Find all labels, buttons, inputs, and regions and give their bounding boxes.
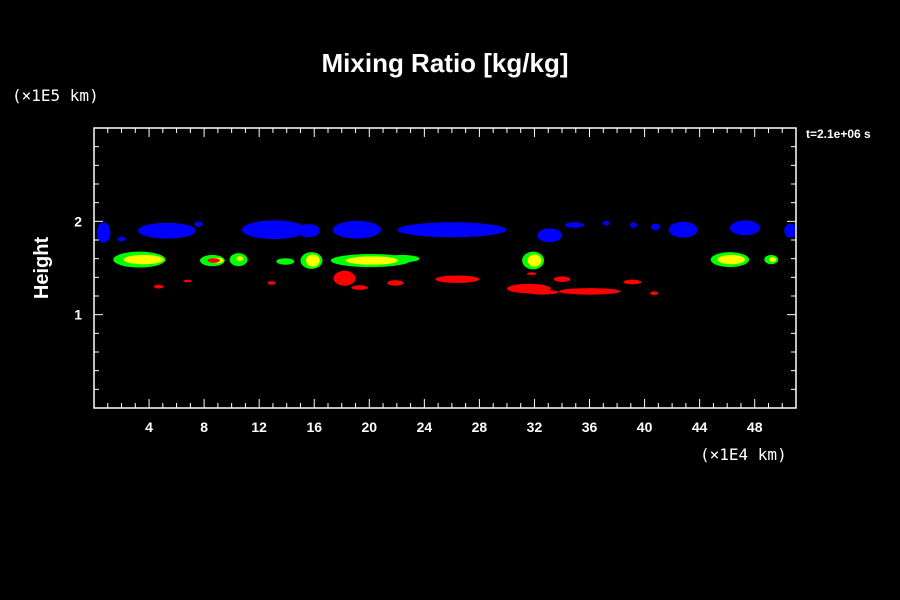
yellow-cloud-patch [305, 254, 320, 267]
x-axis-unit: (×1E4 km) [700, 445, 787, 464]
yellow-cloud-patch [123, 254, 164, 265]
green-cloud-patch [276, 258, 295, 265]
x-tick-label: 32 [527, 419, 543, 435]
blue-cloud-patch [297, 224, 320, 238]
blue-cloud-patch [668, 221, 698, 238]
y-axis-label: Height [31, 237, 53, 300]
blue-cloud-patch [630, 222, 638, 228]
blue-cloud-patch [784, 223, 796, 238]
blue-cloud-patch [138, 222, 196, 239]
yellow-cloud-patch [769, 257, 777, 262]
blue-cloud-patch [537, 228, 562, 243]
red-cloud-patch [153, 284, 164, 289]
blue-cloud-patch [96, 222, 111, 243]
x-tick-label: 8 [200, 419, 208, 435]
red-cloud-patch [207, 258, 220, 263]
red-cloud-patch [333, 270, 356, 286]
blue-cloud-patch [241, 220, 307, 240]
axis-ticks [94, 128, 796, 408]
red-cloud-patch [623, 279, 642, 285]
red-cloud-patch [553, 276, 571, 283]
blue-cloud-patch [397, 222, 507, 238]
y-tick-label: 1 [74, 307, 82, 323]
x-tick-label: 20 [362, 419, 378, 435]
time-label: t=2.1e+06 s [806, 127, 871, 141]
red-cloud-patch [526, 272, 537, 275]
red-cloud-patch [387, 280, 404, 286]
red-cloud-patch [267, 281, 276, 285]
red-cloud-patch [558, 288, 621, 295]
yellow-cloud-patch [527, 254, 542, 267]
y-tick-label: 2 [74, 213, 82, 229]
blue-cloud-band [96, 220, 796, 243]
red-cloud-patch [526, 289, 559, 295]
red-cloud-patch [435, 275, 480, 283]
red-cloud-patch [650, 291, 659, 296]
x-tick-label: 36 [582, 419, 598, 435]
blue-cloud-patch [332, 220, 381, 239]
x-tick-label: 48 [747, 419, 763, 435]
blue-cloud-patch [602, 220, 610, 226]
mixing-ratio-field [96, 220, 796, 296]
yellow-cloud-patch [717, 254, 746, 265]
blue-cloud-patch [117, 236, 126, 242]
yellow-cloud-patch [236, 256, 244, 261]
x-tick-label: 44 [692, 419, 708, 435]
yellow-cloud-band [123, 254, 777, 267]
x-tick-label: 16 [306, 419, 322, 435]
x-tick-label: 24 [417, 419, 433, 435]
y-axis-unit: (×1E5 km) [12, 86, 99, 105]
blue-cloud-patch [564, 222, 585, 228]
red-cloud-band [153, 258, 659, 296]
blue-cloud-patch [650, 223, 661, 231]
x-tick-label: 28 [472, 419, 488, 435]
red-cloud-patch [183, 279, 192, 283]
blue-cloud-patch [729, 220, 761, 236]
x-tick-label: 4 [145, 419, 153, 435]
plot-frame [93, 127, 797, 409]
x-tick-label: 40 [637, 419, 653, 435]
blue-cloud-patch [194, 221, 203, 227]
red-cloud-patch [351, 285, 368, 290]
chart-title: Mixing Ratio [kg/kg] [322, 48, 569, 78]
yellow-cloud-patch [345, 256, 399, 265]
x-tick-label: 12 [251, 419, 267, 435]
